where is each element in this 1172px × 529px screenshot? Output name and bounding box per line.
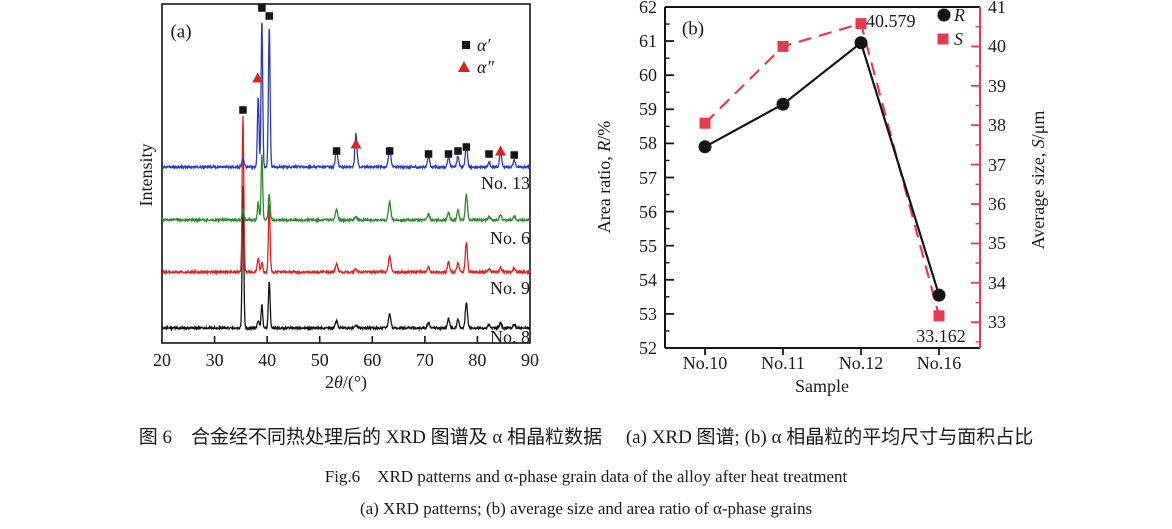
xrd-legend-triangle-marker: [457, 60, 471, 72]
xrd-x-tick-label: 20: [153, 350, 171, 370]
grain-right-tick-label: 39: [988, 75, 1006, 96]
xrd-x-axis-title: 2θ/(°): [325, 373, 367, 391]
grain-right-tick-label: 36: [988, 194, 1006, 214]
grain-left-tick-label: 52: [639, 338, 657, 358]
grain-series-R-point: [854, 36, 868, 50]
alpha-prime-marker: [454, 147, 462, 155]
curve-label-no13: No. 13: [481, 173, 530, 193]
grain-left-tick-label: 54: [639, 269, 657, 290]
grain-legend-circle-marker: [937, 8, 951, 22]
xrd-x-tick-label: 90: [521, 350, 539, 370]
alpha-prime-marker: [444, 150, 453, 158]
grain-left-tick-label: 53: [639, 303, 657, 324]
xrd-curve-no13: [161, 22, 531, 171]
grain-left-title-symbol: R: [594, 140, 614, 152]
grain-series-R-point: [698, 140, 712, 154]
grain-legend-square-marker: [937, 33, 949, 45]
grain-left-title-prefix: Area ratio,: [594, 151, 614, 234]
alpha-prime-marker: [424, 150, 433, 158]
grain-right-title-prefix: Average size,: [1028, 148, 1048, 250]
alpha-prime-marker: [332, 147, 341, 155]
grain-x-tick-label: No.12: [838, 353, 884, 373]
grain-x-axis-title: Sample: [795, 376, 849, 396]
alpha-dblprime-marker: [252, 72, 264, 83]
annotation-max-size: 40.579: [866, 11, 916, 31]
grain-series-S-point: [777, 40, 789, 52]
alpha-prime-marker: [265, 12, 273, 20]
grain-series-S-point: [933, 310, 945, 322]
alpha-prime-marker: [485, 150, 493, 158]
xrd-x-tick-label: 60: [363, 350, 382, 370]
xrd-x-tick-label: 40: [258, 350, 277, 370]
grain-x-tick-label: No.16: [916, 353, 962, 373]
grain-left-axis-title: Area ratio, R/%: [594, 120, 614, 234]
grain-right-axis-title: Average size, S/μm: [1028, 110, 1048, 250]
xrd-legend-square-marker: [462, 41, 470, 49]
alpha-prime-marker: [462, 143, 471, 151]
grain-series-R-line: [704, 40, 941, 296]
grain-left-tick-label: 57: [639, 167, 657, 188]
grain-right-title-suffix: /μm: [1028, 110, 1048, 140]
grain-right-tick-label: 37: [988, 154, 1006, 175]
curve-label-no8: No. 8: [490, 327, 530, 347]
xrd-curve-no6: [161, 154, 531, 224]
grain-series-R-point: [932, 288, 946, 302]
xrd-x-tick-label: 80: [468, 350, 487, 370]
alpha-prime-marker: [510, 151, 518, 159]
caption-english-sub: (a) XRD patterns; (b) average size and a…: [359, 499, 813, 518]
curve-label-no9: No. 9: [490, 278, 530, 298]
grain-right-tick-label: 34: [988, 272, 1006, 293]
panel-b-label: (b): [681, 18, 705, 40]
grain-right-tick-label: 33: [988, 312, 1006, 333]
xrd-y-axis-title: Intensity: [136, 143, 156, 207]
grain-left-tick-label: 59: [639, 99, 657, 120]
grain-series-R-point: [776, 97, 790, 111]
grain-left-title-suffix: /%: [594, 120, 614, 141]
grain-left-tick-label: 55: [639, 235, 657, 256]
alpha-prime-marker: [385, 147, 394, 155]
xrd-x-tick-label: 50: [310, 350, 329, 370]
grain-series-S-line: [704, 22, 941, 317]
xrd-curve-no8: [161, 186, 531, 332]
caption-english-title: Fig.6 XRD patterns and α-phase grain dat…: [324, 467, 848, 486]
grain-left-tick-label: 58: [639, 133, 657, 154]
caption-chinese: 图 6 合金经不同热处理后的 XRD 图谱及 α 相晶粒数据 (a) XRD 图…: [138, 427, 1034, 448]
grain-legend-S-label: S: [954, 29, 963, 49]
grain-left-tick-label: 60: [639, 65, 657, 86]
charts-canvas: [161, 3, 981, 355]
grain-left-tick-label: 61: [639, 31, 657, 52]
xrd-x-title-suffix: /(°): [342, 372, 368, 392]
xrd-curve-no9: [161, 115, 531, 276]
xrd-x-title-prefix: 2: [324, 372, 334, 392]
alpha-prime-marker: [239, 106, 247, 114]
xrd-x-tick-label: 70: [415, 350, 434, 370]
grain-legend-R-label: R: [954, 5, 965, 25]
xrd-x-title-symbol: θ: [333, 372, 343, 392]
grain-right-tick-label: 40: [988, 36, 1006, 57]
annotation-min-size: 33.162: [916, 326, 966, 346]
grain-right-tick-label: 38: [988, 115, 1006, 136]
alpha-prime-marker: [258, 4, 266, 12]
grain-series-S-point: [855, 18, 867, 30]
grain-right-title-symbol: S: [1028, 139, 1048, 149]
alpha-dblprime-marker: [350, 138, 362, 149]
grain-x-tick-label: No.10: [682, 353, 728, 373]
curve-label-no6: No. 6: [490, 228, 530, 248]
xrd-legend-alpha-prime-label: α′: [477, 35, 491, 55]
xrd-legend-alpha-dblprime-label: α″: [477, 57, 494, 77]
grain-left-tick-label: 56: [639, 201, 657, 222]
xrd-plot-border: [161, 3, 531, 344]
xrd-x-tick-label: 30: [205, 350, 224, 370]
grain-right-tick-label: 35: [988, 233, 1006, 254]
panel-a-label: (a): [170, 21, 192, 43]
grain-left-tick-label: 62: [639, 0, 657, 17]
grain-series-S-point: [699, 117, 711, 129]
grain-x-tick-label: No.11: [761, 353, 805, 373]
alpha-dblprime-marker: [495, 145, 507, 156]
grain-right-tick-label: 41: [988, 0, 1006, 17]
